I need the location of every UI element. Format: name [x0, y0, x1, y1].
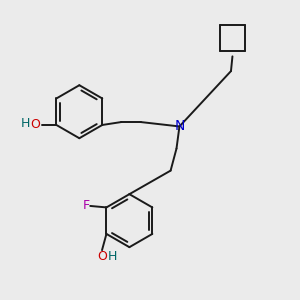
Text: F: F — [82, 200, 89, 212]
Text: H: H — [108, 250, 117, 262]
Text: N: N — [174, 119, 184, 134]
Text: O: O — [97, 250, 107, 262]
Text: O: O — [30, 118, 40, 131]
Text: H: H — [21, 117, 30, 130]
